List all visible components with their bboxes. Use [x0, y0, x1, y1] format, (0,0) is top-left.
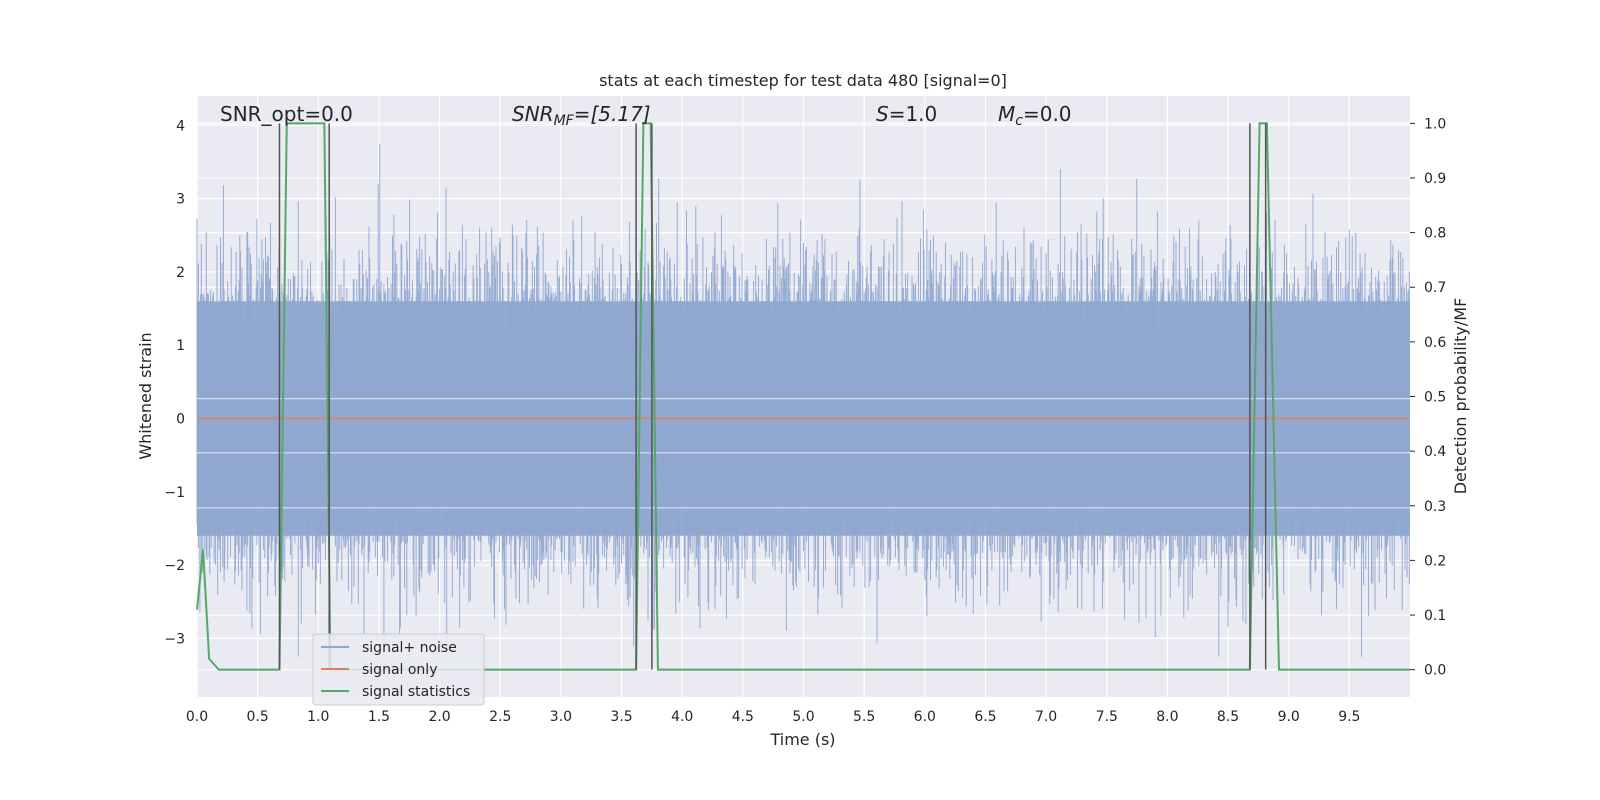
- y2-tick-label: 0.4: [1424, 444, 1446, 460]
- x-tick-label: 7.0: [1035, 709, 1057, 725]
- y-tick-label: −2: [164, 558, 185, 574]
- x-tick-label: 8.0: [1156, 709, 1178, 725]
- legend-label-statistics: signal statistics: [362, 684, 470, 700]
- s-value: =1.0: [889, 102, 938, 126]
- x-tick-label: 3.5: [610, 709, 632, 725]
- s-variable: S: [876, 102, 889, 126]
- y-tick-label: −1: [164, 485, 185, 501]
- y2-tick-label: 1.0: [1424, 116, 1446, 132]
- x-tick-label: 4.5: [732, 709, 754, 725]
- y2-tick-label: 0.9: [1424, 171, 1446, 187]
- mc-value: =0.0: [1023, 102, 1072, 126]
- legend: signal+ noise signal only signal statist…: [312, 633, 485, 706]
- legend-label-noise: signal+ noise: [362, 640, 457, 656]
- x-tick-label: 9.0: [1278, 709, 1300, 725]
- x-tick-label: 3.0: [550, 709, 572, 725]
- y-tick-label: 3: [176, 192, 185, 208]
- y2-tick-label: 0.2: [1424, 553, 1446, 569]
- y2-tick-label: 0.1: [1424, 608, 1446, 624]
- y-tick-label: 0: [176, 411, 185, 427]
- y2-tick-label: 0.3: [1424, 499, 1446, 515]
- y-tick-label: 1: [176, 338, 185, 354]
- x-tick-label: 6.0: [914, 709, 936, 725]
- mc-variable: M: [998, 102, 1015, 126]
- mc-annotation: Mc=0.0: [998, 102, 1072, 129]
- s-annotation: S=1.0: [876, 102, 937, 126]
- x-axis-label: Time (s): [769, 730, 835, 749]
- x-tick-label: 2.0: [428, 709, 450, 725]
- snr-mf-annotation: SNRMF=[5.17]: [512, 102, 651, 129]
- x-tick-label: 8.5: [1217, 709, 1239, 725]
- noise-spikes: [196, 144, 1410, 657]
- x-tick-label: 4.0: [671, 709, 693, 725]
- y2-tick-label: 0.6: [1424, 335, 1446, 351]
- legend-label-signal-only: signal only: [362, 662, 437, 678]
- x-tick-label: 0.5: [247, 709, 269, 725]
- x-tick-label: 2.5: [489, 709, 511, 725]
- y2-tick-label: 0.7: [1424, 280, 1446, 296]
- x-tick-label: 6.5: [974, 709, 996, 725]
- y-tick-label: −3: [164, 631, 185, 647]
- x-tick-label: 0.0: [186, 709, 208, 725]
- y2-tick-label: 0.8: [1424, 226, 1446, 242]
- snr-opt-annotation: SNR_opt=0.0: [220, 102, 353, 126]
- y-tick-label: 4: [176, 118, 185, 134]
- x-tick-label: 7.5: [1096, 709, 1118, 725]
- annotations: SNR_opt=0.0 SNRMF=[5.17] S=1.0 Mc=0.0: [220, 102, 1072, 129]
- mc-subscript: c: [1015, 113, 1023, 129]
- snr-mf-subscript: MF: [554, 113, 575, 129]
- x-tick-label: 5.5: [853, 709, 875, 725]
- snr-mf-value: =[5.17]: [574, 102, 651, 126]
- tick-labels: 0.0 0.5 1.0 1.5 2.0 2.5 3.0 3.5 4.0 4.5 5.0 5.5 6.0 6…: [164, 116, 1446, 725]
- y-tick-label: 2: [176, 265, 185, 281]
- snr-mf-prefix: SNR: [512, 102, 554, 126]
- y-axis-label: Whitened strain: [136, 332, 155, 459]
- x-tick-label: 1.0: [307, 709, 329, 725]
- x-tick-label: 1.5: [368, 709, 390, 725]
- y2-axis-label: Detection probability/MF: [1451, 298, 1470, 495]
- x-tick-label: 5.0: [792, 709, 814, 725]
- x-tick-label: 9.5: [1338, 709, 1360, 725]
- y2-tick-label: 0.5: [1424, 390, 1446, 406]
- chart-title: stats at each timestep for test data 480…: [599, 71, 1007, 90]
- y2-tick-label: 0.0: [1424, 663, 1446, 679]
- vertical-markers: [278, 123, 1267, 670]
- legend-box: [312, 633, 485, 706]
